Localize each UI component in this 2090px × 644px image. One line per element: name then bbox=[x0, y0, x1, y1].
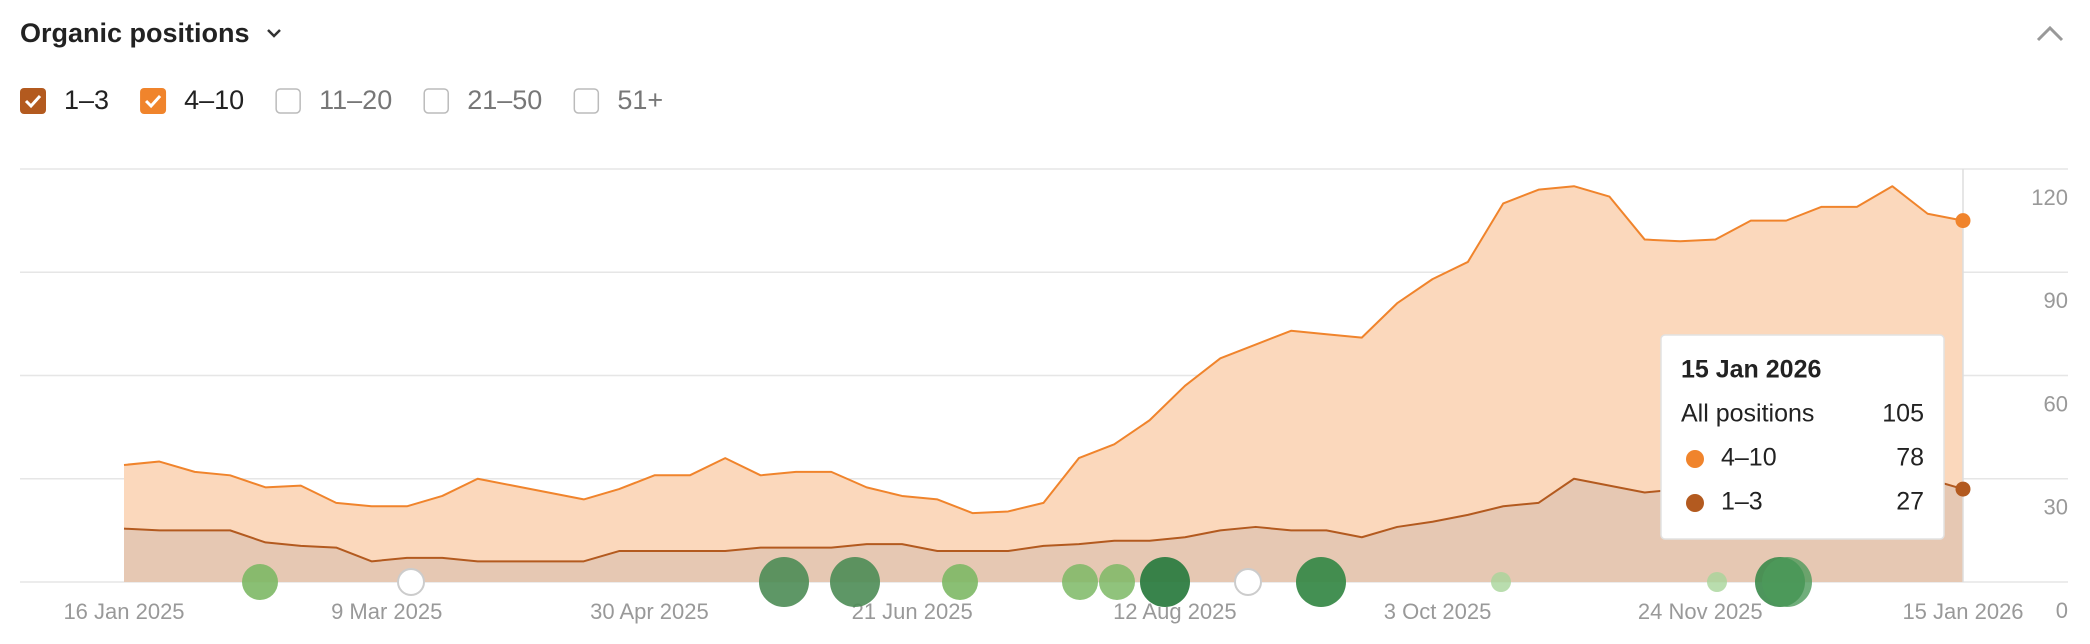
event-marker[interactable] bbox=[1762, 557, 1812, 607]
filter-checkbox[interactable]: 11–20 bbox=[275, 85, 392, 115]
series-line bbox=[123, 185, 1964, 515]
event-marker[interactable] bbox=[1707, 572, 1727, 592]
filter-checkbox[interactable]: 4–10 bbox=[140, 85, 244, 115]
google-update-marker[interactable] bbox=[1234, 568, 1262, 596]
tooltip-box bbox=[1660, 334, 1945, 540]
event-marker[interactable] bbox=[759, 557, 809, 607]
checkbox[interactable] bbox=[573, 88, 600, 114]
tooltip-total-value: 105 bbox=[1882, 400, 1924, 428]
y-tick-label: 120 bbox=[2031, 185, 2068, 210]
end-point bbox=[1955, 213, 1971, 229]
google-update-marker[interactable] bbox=[397, 568, 425, 596]
plot: 0 30 60 90 120 16 Jan 2025 9 Mar 2025 30 Apr 20… bbox=[20, 168, 2068, 624]
filter-checkbox[interactable]: 1–3 bbox=[20, 85, 109, 115]
checkmark bbox=[145, 94, 162, 109]
filter-label: 4–10 bbox=[184, 85, 244, 115]
filter-label: 1–3 bbox=[64, 85, 109, 115]
event-markers bbox=[242, 557, 1812, 607]
tooltip-series-name: 4–10 bbox=[1721, 444, 1777, 472]
filter-checkbox[interactable]: 51+ bbox=[573, 85, 663, 115]
x-tick-label: 16 Jan 2025 bbox=[63, 599, 184, 624]
event-marker[interactable] bbox=[942, 564, 978, 600]
tooltip-series-name: 1–3 bbox=[1721, 488, 1763, 516]
event-marker[interactable] bbox=[830, 557, 880, 607]
end-point bbox=[1955, 481, 1971, 497]
event-marker[interactable] bbox=[1062, 564, 1098, 600]
filter-checkbox[interactable]: 21–50 bbox=[423, 85, 542, 115]
tooltip-series-value: 78 bbox=[1896, 444, 1924, 472]
series-line bbox=[123, 476, 1964, 563]
filters: 1–3 4–10 11–20 21–50 51+ bbox=[20, 85, 663, 115]
y-tick-label: 0 bbox=[2056, 598, 2068, 623]
tooltip-swatch bbox=[1686, 494, 1704, 512]
chart-title: Organic positions bbox=[20, 18, 250, 48]
y-tick-label: 60 bbox=[2044, 391, 2068, 416]
x-tick-label: 9 Mar 2025 bbox=[331, 599, 442, 624]
tooltip-swatch bbox=[1686, 450, 1704, 468]
x-tick-label: 21 Jun 2025 bbox=[852, 599, 973, 624]
dropdown-chevron[interactable] bbox=[267, 29, 281, 38]
tooltip: 15 Jan 2026 All positions 105 4–10 78 1–… bbox=[1660, 334, 1945, 540]
x-tick-label: 24 Nov 2025 bbox=[1638, 599, 1763, 624]
event-marker[interactable] bbox=[1140, 557, 1190, 607]
checkbox[interactable] bbox=[20, 88, 46, 114]
area-fill bbox=[124, 477, 1963, 582]
tooltip-title: 15 Jan 2026 bbox=[1681, 356, 1821, 384]
filter-label: 51+ bbox=[617, 85, 663, 115]
x-tick-label: 3 Oct 2025 bbox=[1384, 599, 1492, 624]
x-tick-label: 30 Apr 2025 bbox=[590, 599, 709, 624]
checkbox[interactable] bbox=[140, 88, 167, 114]
event-marker[interactable] bbox=[1491, 572, 1511, 592]
y-tick-label: 90 bbox=[2044, 288, 2068, 313]
event-marker[interactable] bbox=[1296, 557, 1346, 607]
tooltip-total-label: All positions bbox=[1681, 400, 1814, 428]
area-fill bbox=[124, 186, 1963, 562]
y-tick-label: 30 bbox=[2044, 495, 2068, 520]
filter-label: 11–20 bbox=[319, 85, 392, 115]
checkbox[interactable] bbox=[423, 88, 449, 114]
x-tick-label: 15 Jan 2026 bbox=[1902, 599, 2023, 624]
event-marker[interactable] bbox=[242, 564, 278, 600]
tooltip-series-value: 27 bbox=[1896, 488, 1924, 516]
checkmark bbox=[24, 94, 42, 109]
checkbox[interactable] bbox=[275, 88, 301, 114]
collapse-chevron[interactable] bbox=[2036, 25, 2064, 42]
event-marker[interactable] bbox=[1099, 564, 1135, 600]
filter-label: 21–50 bbox=[467, 85, 542, 115]
